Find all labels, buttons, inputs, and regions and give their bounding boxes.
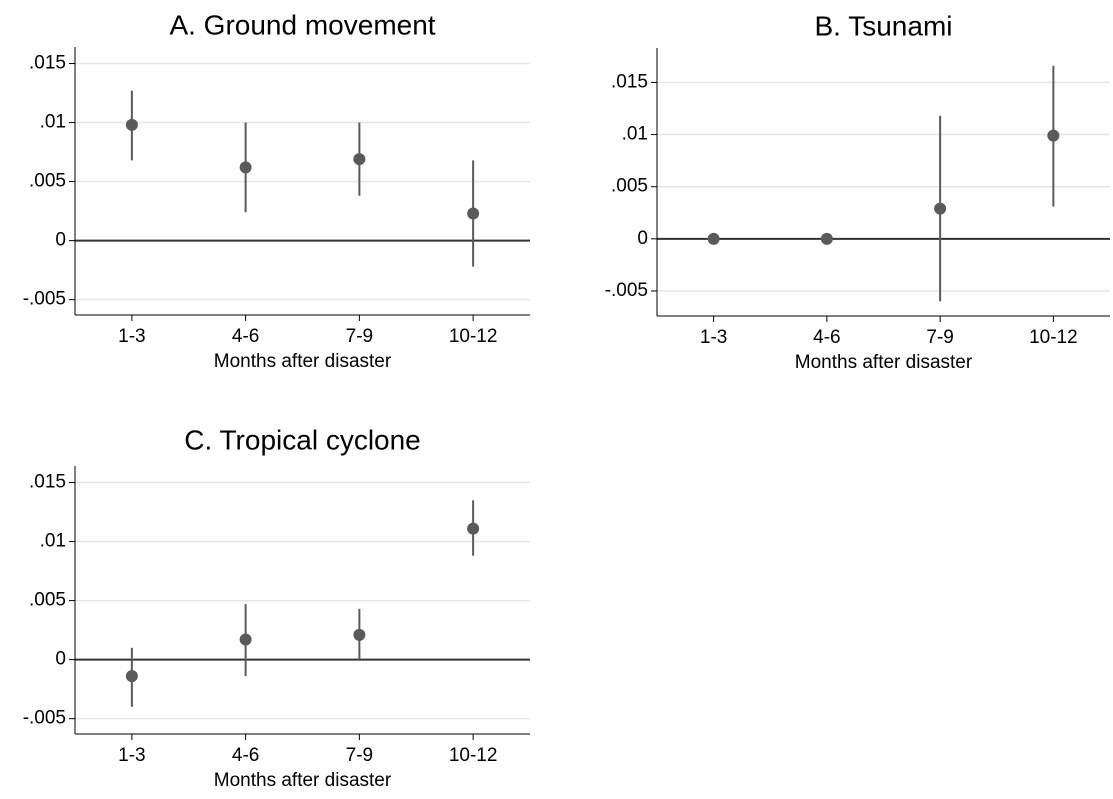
y-tick-label: -.005 (23, 289, 66, 310)
x-tick-label: 4-6 (232, 326, 259, 347)
y-tick-label: .01 (40, 112, 66, 133)
panel-title: B. Tsunami (815, 10, 953, 41)
y-tick-label: .015 (29, 53, 66, 74)
x-tick-label: 1-3 (118, 326, 145, 347)
x-tick-label: 7-9 (346, 745, 373, 766)
point (353, 628, 366, 641)
y-tick-label: .005 (29, 171, 66, 192)
x-tick-label: 7-9 (346, 326, 373, 347)
y-tick-label: .015 (611, 71, 648, 92)
point (1047, 129, 1060, 142)
point (353, 153, 366, 166)
y-tick-label: -.005 (23, 708, 66, 729)
point (239, 161, 252, 174)
x-tick-label: 1-3 (118, 745, 145, 766)
point (467, 522, 480, 535)
x-axis-label: Months after disaster (795, 352, 973, 373)
y-tick-label: .01 (40, 531, 66, 552)
y-tick-label: .015 (29, 472, 66, 493)
x-tick-label: 10-12 (449, 326, 498, 347)
x-axis-label: Months after disaster (214, 351, 392, 372)
x-axis-label: Months after disaster (214, 770, 392, 791)
point (467, 207, 480, 220)
point (934, 202, 947, 215)
y-tick-label: 0 (55, 230, 66, 251)
x-tick-label: 1-3 (700, 327, 727, 348)
y-tick-label: -.005 (605, 280, 648, 301)
y-tick-label: .005 (29, 590, 66, 611)
x-tick-label: 7-9 (926, 327, 953, 348)
point (239, 633, 252, 646)
point (125, 670, 138, 683)
point (125, 118, 138, 131)
x-tick-label: 4-6 (232, 745, 259, 766)
y-tick-label: .01 (622, 124, 648, 145)
y-tick-label: .005 (611, 176, 648, 197)
y-tick-label: 0 (55, 649, 66, 670)
x-tick-label: 10-12 (449, 745, 498, 766)
x-tick-label: 4-6 (813, 327, 840, 348)
point (820, 232, 833, 245)
panel-title: A. Ground movement (169, 9, 435, 40)
point (707, 232, 720, 245)
x-tick-label: 10-12 (1029, 327, 1078, 348)
y-tick-label: 0 (637, 228, 648, 249)
panel-title: C. Tropical cyclone (184, 424, 421, 455)
